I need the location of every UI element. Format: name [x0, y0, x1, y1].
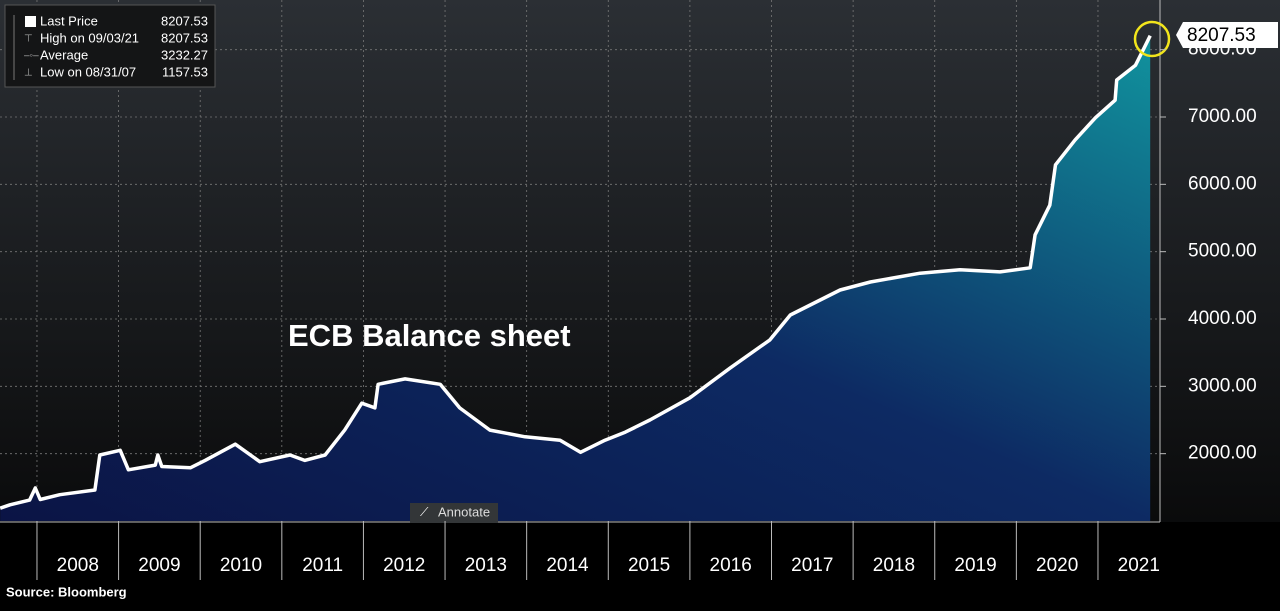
legend-value: 3232.27 [161, 47, 208, 62]
x-tick-label: 2009 [138, 555, 180, 576]
x-tick-label: 2013 [465, 555, 507, 576]
chart-title: ECB Balance sheet [288, 318, 571, 353]
legend-icon: ⊤ [24, 34, 33, 45]
y-tick-label: 4000.00 [1188, 308, 1257, 329]
legend-label: Low on 08/31/07 [40, 64, 136, 79]
x-tick-label: 2016 [710, 555, 752, 576]
annotate-icon: ⟋ [420, 505, 429, 519]
legend-label: Last Price [40, 13, 98, 28]
plot-area [0, 0, 1160, 521]
y-tick-label: 3000.00 [1188, 375, 1257, 396]
highlight-circle [1133, 20, 1171, 58]
tag-bg [1176, 22, 1278, 48]
y-tick-label: 2000.00 [1188, 443, 1257, 464]
annotate-bg[interactable] [410, 503, 498, 523]
source: Source: Bloomberg [6, 584, 127, 599]
x-tick-label: 2014 [546, 555, 589, 576]
x-tick-label: 2008 [57, 555, 99, 576]
legend-box [4, 4, 216, 88]
legend-swatch [25, 16, 36, 27]
y-tick-label: 8000.00 [1188, 39, 1257, 60]
legend-value: 1157.53 [162, 64, 208, 79]
tag-value: 8207.53 [1187, 25, 1256, 46]
legend: Last Price 8207.53 ⊤ High on 09/03/21 8207… [4, 4, 216, 88]
x-tick-label: 2020 [1036, 555, 1078, 576]
x-tick-label: 2010 [220, 555, 262, 576]
x-tick-label: 2021 [1118, 555, 1160, 576]
line [0, 34, 1152, 510]
x-tick-label: 2017 [791, 555, 833, 576]
legend-value: 8207.53 [161, 30, 208, 45]
y-tick-label: 6000.00 [1188, 173, 1257, 194]
legend-icon: –◦– [24, 51, 39, 62]
area-fill [0, 35, 1151, 521]
x-tick-label: 2012 [383, 555, 425, 576]
annotate-button[interactable]: ⟋ Annotate [410, 503, 498, 523]
legend-icon: ⊥ [24, 68, 33, 79]
x-tick-label: 2015 [628, 555, 670, 576]
y-tick-label: 5000.00 [1188, 241, 1257, 262]
legend-value: 8207.53 [161, 13, 208, 28]
x-tick-label: 2019 [954, 555, 996, 576]
y-tick-label: 7000.00 [1188, 106, 1257, 127]
legend-label: Average [40, 47, 88, 62]
x-tick-label: 2011 [302, 555, 343, 576]
last-value-tag: 8207.53 [1176, 22, 1278, 48]
x-tick-label: 2018 [873, 555, 915, 576]
annotate-label[interactable]: Annotate [438, 504, 490, 519]
axis-band [0, 522, 1280, 606]
legend-label: High on 09/03/21 [40, 30, 139, 45]
